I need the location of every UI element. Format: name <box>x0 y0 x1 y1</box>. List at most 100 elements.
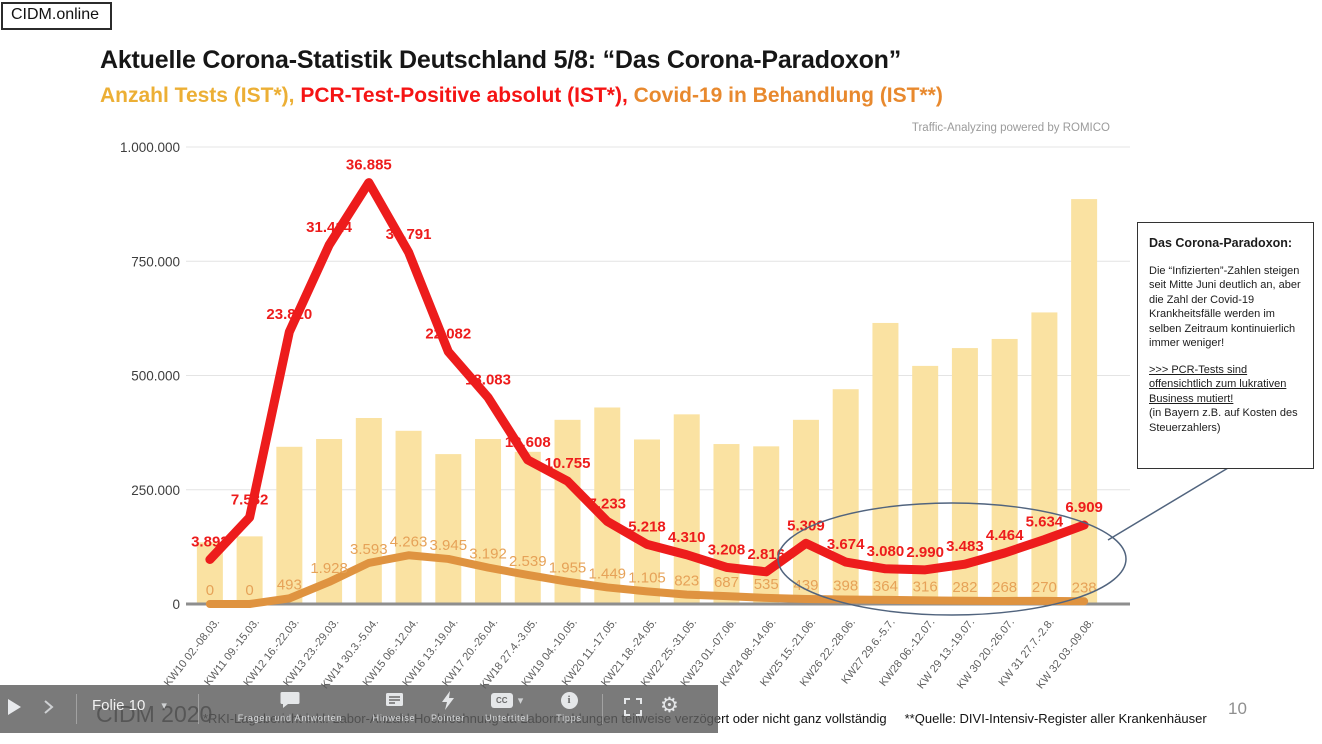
x-axis-tick-label: KW 29 13.-19.07. <box>915 616 977 691</box>
untertitel-button[interactable]: CC ▾ Untertitel <box>478 690 536 723</box>
data-label-pcr: 7.233 <box>588 495 626 512</box>
slide-subtitle: Anzahl Tests (IST*)PCR-Test-Positive abs… <box>100 84 943 108</box>
data-label-behandlung: 238 <box>1072 579 1097 596</box>
x-axis-tick-label: KW21 18.-24.05. <box>599 616 659 688</box>
pointer-label: Pointer <box>430 713 466 723</box>
x-axis-tick-label: KW23 01.-07.06. <box>679 616 739 688</box>
y-axis-tick-label: 500.000 <box>131 369 180 384</box>
data-label-behandlung: 1.449 <box>588 565 626 582</box>
data-label-pcr: 22.082 <box>425 326 471 343</box>
bar <box>475 439 502 604</box>
annotation-box: Das Corona-Paradoxon: Die “Infizierten”-… <box>1137 222 1314 469</box>
chevron-right-icon <box>44 700 54 714</box>
data-label-behandlung: 282 <box>952 579 977 596</box>
x-axis-tick-label: KW 31 27.7.-2.8. <box>996 616 1056 688</box>
page-number: 10 <box>1228 699 1247 718</box>
qa-button[interactable]: Fragen und Antworten <box>218 690 362 723</box>
data-label-behandlung: 268 <box>992 579 1017 596</box>
hinweise-label: Hinweise <box>372 713 416 723</box>
x-axis-tick-label: KW20 11.-17.05. <box>560 616 620 688</box>
data-label-pcr: 4.310 <box>668 529 706 546</box>
brand-logo: CIDM.online <box>1 2 113 30</box>
highlight-ellipse <box>777 502 1127 616</box>
pointer-button[interactable]: Pointer <box>422 690 474 723</box>
data-label-behandlung: 687 <box>714 574 739 591</box>
data-label-pcr: 5.634 <box>1026 514 1064 531</box>
legend-in-behandlung: Covid-19 in Behandlung (IST**) <box>633 84 943 107</box>
bar <box>872 322 899 604</box>
tipps-button[interactable]: i Tipps <box>547 690 591 723</box>
x-axis-tick-label: KW27 29.6.-5.7. <box>839 616 897 686</box>
line-covid-behandlung <box>205 551 1089 608</box>
data-label-pcr: 7.582 <box>231 491 269 508</box>
data-label-pcr: 36.885 <box>346 157 392 174</box>
bar <box>753 446 780 604</box>
bar <box>395 430 422 604</box>
legend-anzahl-tests: Anzahl Tests (IST*) <box>100 84 300 107</box>
untertitel-label: Untertitel <box>484 713 529 723</box>
data-label-pcr: 10.755 <box>545 455 591 472</box>
data-label-behandlung: 3.192 <box>469 546 507 563</box>
data-label-pcr: 23.820 <box>266 306 312 323</box>
bar <box>196 542 223 604</box>
data-label-behandlung: 1.955 <box>549 560 587 577</box>
x-axis-tick-label: KW24 08.-14.06. <box>718 616 778 688</box>
x-axis-tick-label: KW11 09.-15.03. <box>202 616 262 688</box>
x-axis-tick-label: KW26 22.-28.06. <box>798 616 858 688</box>
bar <box>991 338 1018 604</box>
bar <box>355 418 382 604</box>
x-axis-tick-label: KW25 15.-21.06. <box>758 616 818 688</box>
data-label-behandlung: 398 <box>833 577 858 594</box>
data-label-pcr: 31.414 <box>306 219 353 236</box>
settings-button[interactable]: ⚙ <box>660 693 679 718</box>
info-icon: i <box>560 691 578 709</box>
watermark-text: Traffic-Analyzing powered by ROMICO <box>911 122 1110 134</box>
bar <box>951 348 978 604</box>
notes-icon <box>385 692 403 706</box>
bar <box>1031 312 1058 604</box>
bar <box>514 451 541 604</box>
data-label-pcr: 30.791 <box>386 226 432 243</box>
data-label-pcr: 2.816 <box>747 546 785 563</box>
chevron-down-icon: ▾ <box>161 700 167 712</box>
data-label-pcr: 3.892 <box>191 534 229 551</box>
data-label-behandlung: 823 <box>674 573 699 590</box>
data-label-behandlung: 3.945 <box>430 537 468 554</box>
bar <box>276 446 303 604</box>
bar <box>594 407 621 604</box>
cc-icon: CC <box>490 692 513 708</box>
y-axis-tick-label: 0 <box>172 597 180 612</box>
hinweise-button[interactable]: Hinweise <box>364 690 424 723</box>
x-axis-tick-label: KW17 20.-26.04. <box>440 616 500 688</box>
data-label-pcr: 4.464 <box>986 527 1024 544</box>
play-button[interactable] <box>6 698 22 721</box>
bar <box>236 536 263 604</box>
x-axis-tick-label: KW19 04.-10.05. <box>520 616 580 688</box>
annotation-heading: Das Corona-Paradoxon: <box>1149 236 1293 250</box>
y-axis-tick-label: 1.000.000 <box>120 140 180 155</box>
chevron-down-icon: ▾ <box>517 694 524 707</box>
bar <box>673 414 700 604</box>
data-label-behandlung: 1.928 <box>310 560 348 577</box>
data-label-behandlung: 0 <box>206 582 214 599</box>
qa-label: Fragen und Antworten <box>237 713 343 723</box>
data-label-pcr: 3.483 <box>946 538 984 555</box>
data-label-behandlung: 535 <box>754 576 779 593</box>
fullscreen-button[interactable] <box>624 698 642 721</box>
data-label-pcr: 5.309 <box>787 517 825 534</box>
annotation-body: Die “Infizierten”-Zahlen steigen seit Mi… <box>1149 264 1301 350</box>
data-label-behandlung: 0 <box>245 582 253 599</box>
bar <box>713 444 740 604</box>
bar <box>912 365 939 604</box>
x-axis-tick-label: KW18 27.4.-3.05. <box>478 616 540 691</box>
data-label-behandlung: 493 <box>277 576 302 593</box>
bar <box>792 419 819 604</box>
y-axis-tick-label: 750.000 <box>131 254 180 269</box>
slide-selector[interactable]: Folie 10 ▾ <box>92 697 167 714</box>
next-slide-button[interactable] <box>42 700 54 719</box>
data-label-behandlung: 270 <box>1032 579 1057 596</box>
x-axis-tick-label: KW13 23.-29.03. <box>281 616 341 688</box>
slide-selector-label: Folie 10 <box>92 697 146 714</box>
presenter-toolbar: Folie 10 ▾ Fragen und Antworten Hinweise… <box>0 685 718 733</box>
play-icon <box>8 699 21 715</box>
